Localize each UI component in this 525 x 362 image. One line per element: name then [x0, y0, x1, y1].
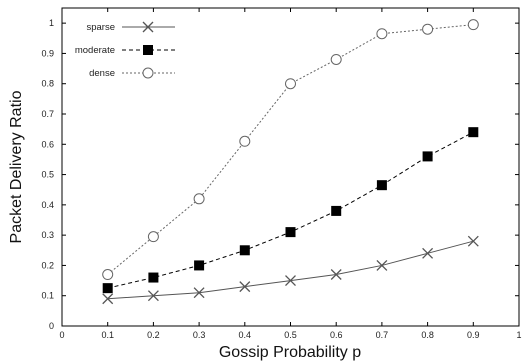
legend-item-dense: dense [89, 67, 175, 79]
legend-marker [142, 21, 154, 33]
x-tick-label: 0.4 [239, 330, 252, 340]
data-point-sparse [285, 275, 296, 287]
y-tick-label: 0.6 [41, 139, 54, 149]
y-tick-label: 0.2 [41, 260, 54, 270]
series-sparse [102, 235, 479, 305]
data-point-moderate [239, 245, 250, 256]
data-point-dense [467, 19, 479, 31]
series-moderate [102, 127, 479, 294]
data-point-moderate [331, 205, 342, 216]
y-tick-label: 0.5 [41, 170, 54, 180]
data-point-moderate [102, 283, 113, 294]
y-tick-label: 0.7 [41, 109, 54, 119]
x-tick-label: 0.9 [467, 330, 480, 340]
data-point-dense [193, 193, 205, 205]
data-point-sparse [330, 269, 342, 280]
series-dense [102, 19, 479, 281]
data-point-sparse [193, 287, 205, 299]
data-point-dense [376, 28, 388, 40]
data-point-moderate [285, 227, 296, 238]
y-tick-label: 0 [49, 321, 54, 331]
legend-label: sparse [86, 22, 115, 33]
legend-label: dense [89, 68, 115, 79]
data-point-moderate [422, 151, 433, 162]
y-tick-label: 1 [49, 18, 54, 28]
y-tick-label: 0.4 [41, 200, 54, 210]
y-tick-label: 0.8 [41, 79, 54, 89]
data-point-dense [330, 53, 342, 65]
x-tick-label: 0.5 [284, 330, 297, 340]
legend-marker [142, 67, 154, 79]
legend-item-sparse: sparse [86, 21, 175, 33]
x-tick-label: 0.2 [147, 330, 160, 340]
x-tick-label: 0.6 [330, 330, 343, 340]
data-point-sparse [102, 293, 114, 305]
data-point-moderate [148, 272, 159, 283]
data-point-sparse [376, 259, 388, 271]
data-point-dense [285, 78, 296, 90]
data-point-sparse [467, 235, 479, 247]
x-tick-label: 0.8 [421, 330, 434, 340]
data-point-moderate [376, 180, 387, 191]
data-point-sparse [147, 290, 159, 302]
legend-label: moderate [75, 45, 115, 56]
plot-frame [61, 7, 520, 327]
series-line-moderate [107, 131, 474, 289]
data-point-moderate [468, 127, 479, 138]
legend-marker [143, 45, 153, 55]
x-tick-label: 0 [59, 330, 64, 340]
x-tick-label: 0.7 [376, 330, 389, 340]
y-tick-label: 0.3 [41, 230, 54, 240]
y-axis-label: Packet Delivery Ratio [8, 90, 25, 243]
axis-ticks: 0 0.1 0.2 0.3 0.4 0.5 0.6 0.7 0.8 0.9 1 0 0.1 0.2 0.3 0… [41, 8, 522, 340]
legend: sparse moderate dense [75, 21, 175, 79]
data-point-sparse [422, 247, 434, 259]
data-point-dense [422, 23, 434, 35]
y-tick-label: 0.9 [41, 48, 54, 58]
data-point-dense [147, 231, 159, 243]
legend-item-moderate: moderate [75, 45, 175, 56]
x-axis-label: Gossip Probability p [219, 344, 361, 361]
data-point-moderate [194, 260, 205, 271]
x-tick-label: 0.1 [101, 330, 114, 340]
series-layer [102, 19, 479, 305]
data-point-dense [102, 269, 114, 281]
data-point-dense [239, 135, 251, 147]
series-line-sparse [107, 240, 474, 300]
x-tick-label: 1 [516, 330, 521, 340]
x-tick-label: 0.3 [193, 330, 206, 340]
data-point-sparse [239, 281, 251, 293]
y-tick-label: 0.1 [41, 291, 54, 301]
